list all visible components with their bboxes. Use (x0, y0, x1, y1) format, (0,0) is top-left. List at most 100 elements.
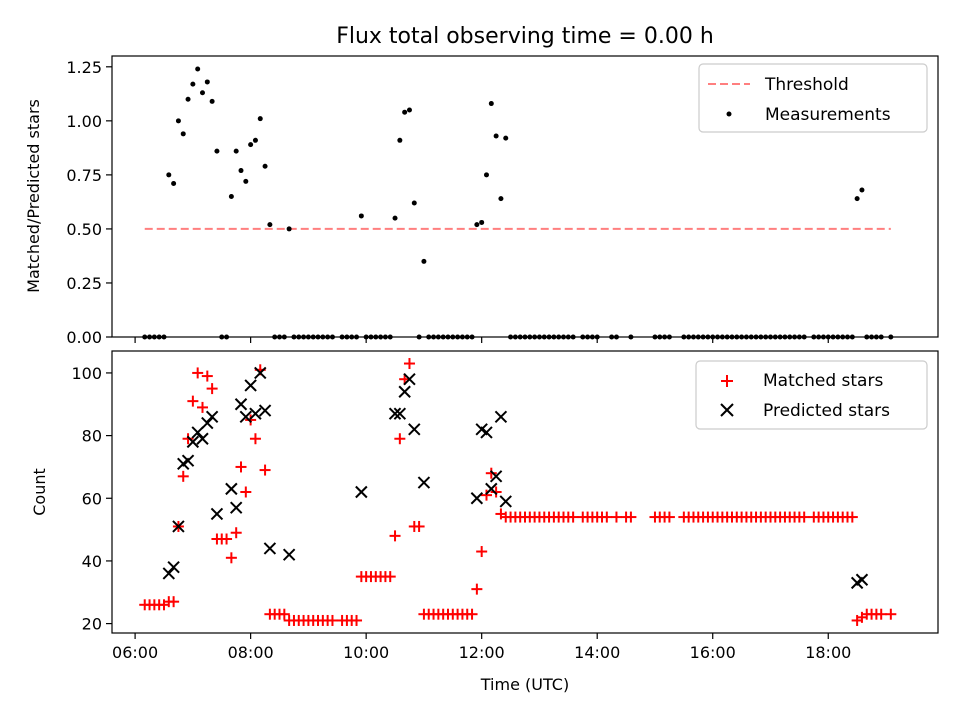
count-y-tick-label: 60 (82, 489, 102, 508)
measurement-point (493, 133, 499, 139)
matched-star-point (235, 461, 247, 473)
matched-star-point (230, 527, 242, 539)
ratio-legend: Threshold Measurements (698, 63, 928, 133)
legend-predicted-swatch (720, 403, 734, 417)
predicted-star-point (403, 372, 416, 386)
matched-star-point (798, 511, 810, 523)
predicted-star-point (408, 423, 421, 436)
measurement-point (503, 135, 509, 141)
measurement-point (397, 137, 403, 143)
matched-star-point (846, 511, 858, 523)
matched-star-point (278, 608, 290, 620)
measurement-point (479, 219, 485, 225)
measurement-point (185, 96, 191, 102)
matched-star-point (206, 383, 218, 395)
predicted-star-point (480, 426, 493, 439)
matched-star-point (403, 358, 415, 370)
matched-star-point (201, 370, 213, 382)
count-panel: 20 40 60 80 100 06:00 08:00 10:00 12:00 14:00 16:0… (30, 350, 939, 694)
measurement-point (243, 178, 249, 184)
measurement-point (228, 194, 234, 199)
ratio-y-tick-label: 1.25 (66, 58, 102, 77)
measurement-point (286, 226, 292, 232)
matched-star-point (601, 511, 613, 523)
predicted-star-point (499, 495, 512, 508)
predicted-star-point (244, 379, 257, 392)
matched-star-point (875, 608, 887, 620)
measurement-point (406, 107, 412, 113)
matched-star-point (663, 511, 675, 523)
ratio-y-axis-label: Matched/Predicted stars (24, 99, 43, 293)
matched-star-point (471, 583, 483, 595)
measurement-point (854, 196, 860, 202)
legend-predicted-label: Predicted stars (763, 401, 890, 421)
count-x-tick-label: 08:00 (228, 643, 274, 662)
matched-star-point (196, 401, 208, 413)
count-x-tick-label: 12:00 (459, 643, 505, 662)
count-legend: Matched stars Predicted stars (695, 360, 928, 430)
ratio-panel: 0.00 0.25 0.50 0.75 1.00 1.25 Matched/Predict… (24, 55, 939, 347)
matched-star-point (245, 414, 257, 426)
measurement-point (402, 109, 408, 115)
matched-star-point (351, 614, 363, 626)
predicted-star-point (186, 435, 200, 449)
ratio-y-tick-label: 0.00 (66, 328, 102, 347)
legend-matched-swatch (721, 375, 733, 387)
matched-star-point (225, 552, 237, 564)
measurement-point (267, 222, 273, 228)
predicted-stars-layer (162, 366, 869, 590)
measurement-point (204, 79, 210, 85)
count-x-tick-label: 18:00 (805, 643, 851, 662)
measurement-point (411, 200, 417, 206)
measurement-point (252, 137, 258, 143)
ratio-y-tick-label: 0.50 (66, 220, 102, 239)
matched-star-point (413, 520, 425, 532)
matched-star-point (476, 546, 488, 558)
matched-star-point (259, 464, 271, 476)
matched-star-point (384, 571, 396, 583)
count-x-tick-label: 10:00 (343, 643, 389, 662)
count-y-tick-label: 100 (71, 364, 102, 383)
matched-star-point (240, 486, 252, 498)
matched-star-point (485, 467, 497, 479)
measurement-point (248, 142, 254, 148)
predicted-star-point (205, 410, 219, 424)
measurement-point (392, 215, 398, 221)
predicted-star-point (388, 407, 402, 420)
measurement-point (238, 168, 244, 174)
predicted-star-point (494, 410, 508, 424)
measurement-point (175, 118, 181, 124)
predicted-star-point (470, 492, 484, 505)
matched-star-point (221, 533, 233, 545)
measurement-point (190, 81, 196, 87)
predicted-star-point (485, 482, 498, 496)
matched-star-point (187, 395, 199, 407)
matched-star-point (610, 511, 622, 523)
matched-star-point (182, 433, 194, 445)
count-y-tick-label: 40 (82, 552, 102, 571)
predicted-star-point (489, 470, 503, 483)
measurements-layer (142, 66, 894, 340)
count-plot-frame (111, 350, 939, 634)
predicted-star-point (417, 476, 431, 489)
count-y-axis-label: Count (30, 468, 49, 516)
predicted-star-point (249, 407, 262, 420)
predicted-star-point (181, 454, 195, 467)
ratio-plot-frame (111, 55, 939, 338)
predicted-star-point (239, 410, 253, 424)
ratio-y-tick-label: 0.75 (66, 166, 102, 185)
predicted-star-point (234, 398, 248, 411)
matched-star-point (249, 433, 261, 445)
predicted-star-point (393, 407, 407, 420)
measurement-point (180, 131, 186, 137)
figure-title: Flux total observing time = 0.00 h (336, 24, 714, 49)
matched-star-point (480, 489, 492, 501)
ratio-ticks: 0.00 0.25 0.50 0.75 1.00 1.25 (66, 58, 829, 347)
predicted-star-point (162, 567, 176, 580)
predicted-star-point (355, 485, 368, 499)
matched-star-point (168, 596, 180, 608)
measurement-point (166, 172, 172, 178)
measurement-point (195, 66, 201, 72)
predicted-star-point (210, 507, 224, 521)
predicted-star-point (398, 385, 411, 398)
